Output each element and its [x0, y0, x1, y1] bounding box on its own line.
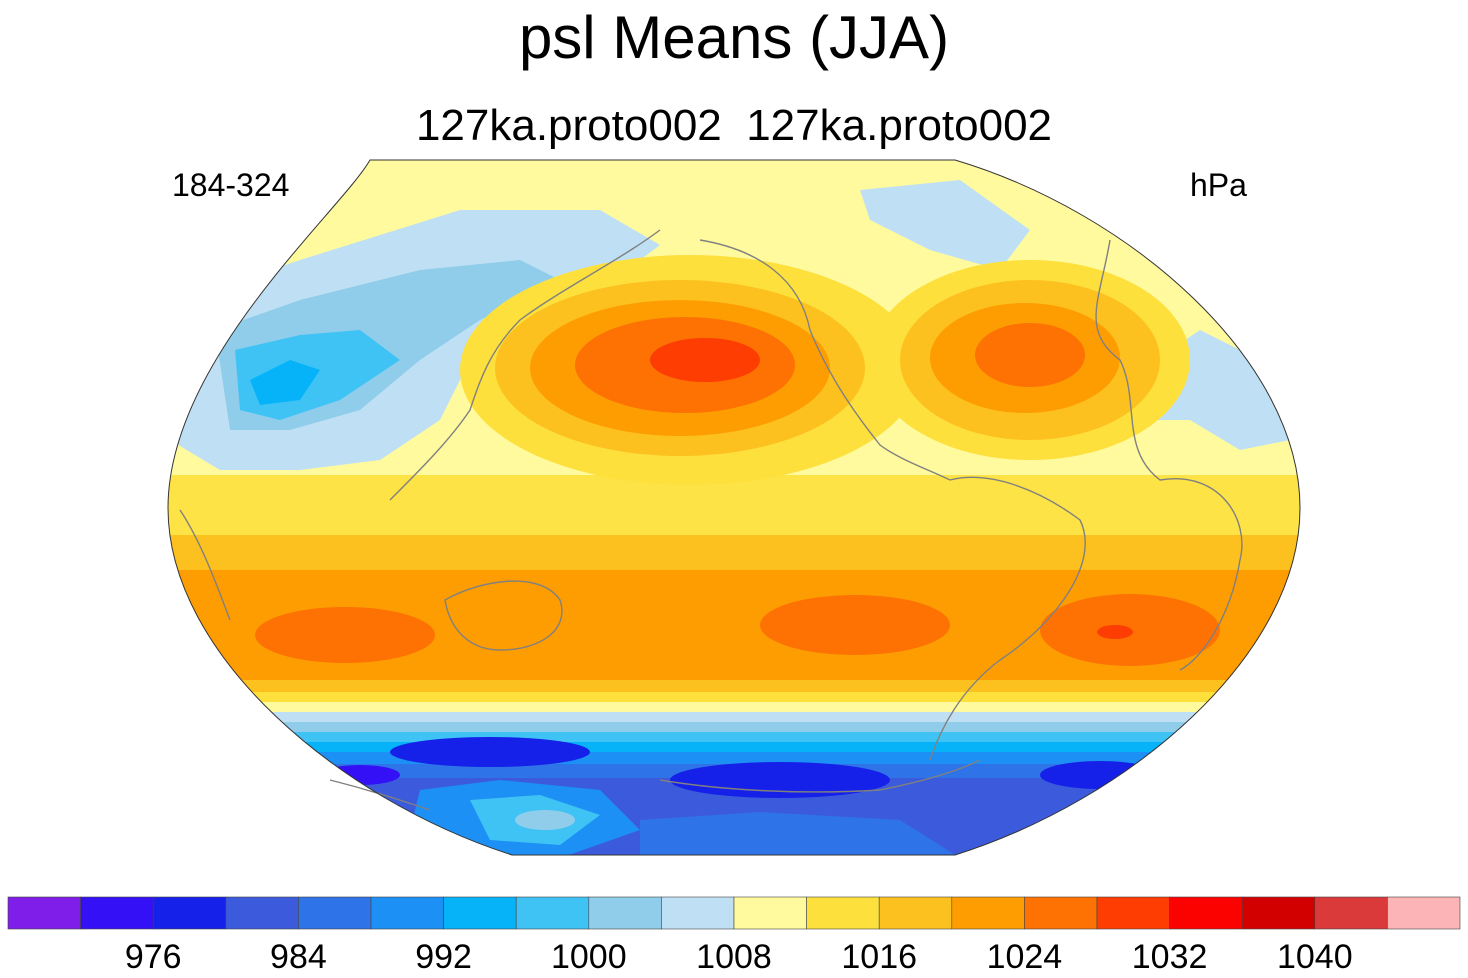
- colorbar-box: [152, 896, 227, 930]
- colorbar-box: [951, 896, 1025, 930]
- colorbar-box: [370, 896, 444, 930]
- south-indian-high: [255, 607, 435, 663]
- colorbar-box: [1314, 896, 1388, 930]
- colorbar-tick-label: 1008: [696, 938, 772, 976]
- colorbar-tick-label: 1000: [551, 938, 627, 976]
- pressure-map: [167, 159, 1301, 856]
- azores-high: [870, 260, 1190, 460]
- south-pacific-high: [760, 595, 950, 655]
- southern-ocean-low-1: [390, 737, 590, 767]
- colorbar-box: [661, 896, 735, 930]
- colorbar-box: [298, 896, 372, 930]
- colorbar-tick-label: 984: [270, 938, 327, 976]
- colorbar-box: [806, 896, 880, 930]
- colorbar-box: [878, 896, 953, 930]
- colorbar-tick-label: 1032: [1132, 938, 1208, 976]
- colorbar-box: [515, 896, 590, 930]
- coastlines: [179, 229, 1243, 811]
- globe-field: [168, 160, 1300, 855]
- colorbar-tick-label: 1024: [987, 938, 1063, 976]
- colorbar-box: [733, 896, 807, 930]
- colorbar-box: [225, 896, 299, 930]
- colorbar-box: [443, 896, 517, 930]
- colorbar-tick-label: 976: [125, 938, 182, 976]
- plot-title: psl Means (JJA): [518, 4, 950, 71]
- colorbar: 976 984 992 1000 1008 1016 1024 1032 1040: [7, 896, 1461, 976]
- colorbar-box: [80, 896, 154, 930]
- colorbar-box: [1387, 896, 1461, 930]
- colorbar-tick-label: 1040: [1277, 938, 1353, 976]
- colorbar-box: [1024, 896, 1098, 930]
- plot-subtitle: 127ka.proto002 127ka.proto002: [415, 101, 1053, 150]
- period-annotation: 184-324: [172, 167, 290, 203]
- colorbar-box: [1241, 896, 1316, 930]
- colorbar-tick-label: 1016: [841, 938, 917, 976]
- colorbar-box: [1169, 896, 1243, 930]
- colorbar-tick-label: 992: [415, 938, 472, 976]
- colorbar-box: [1096, 896, 1170, 930]
- units-annotation: hPa: [1190, 167, 1247, 203]
- colorbar-box: [7, 896, 81, 930]
- north-pacific-high: [460, 255, 920, 485]
- colorbar-box: [588, 896, 662, 930]
- globe-outline: [167, 159, 1301, 856]
